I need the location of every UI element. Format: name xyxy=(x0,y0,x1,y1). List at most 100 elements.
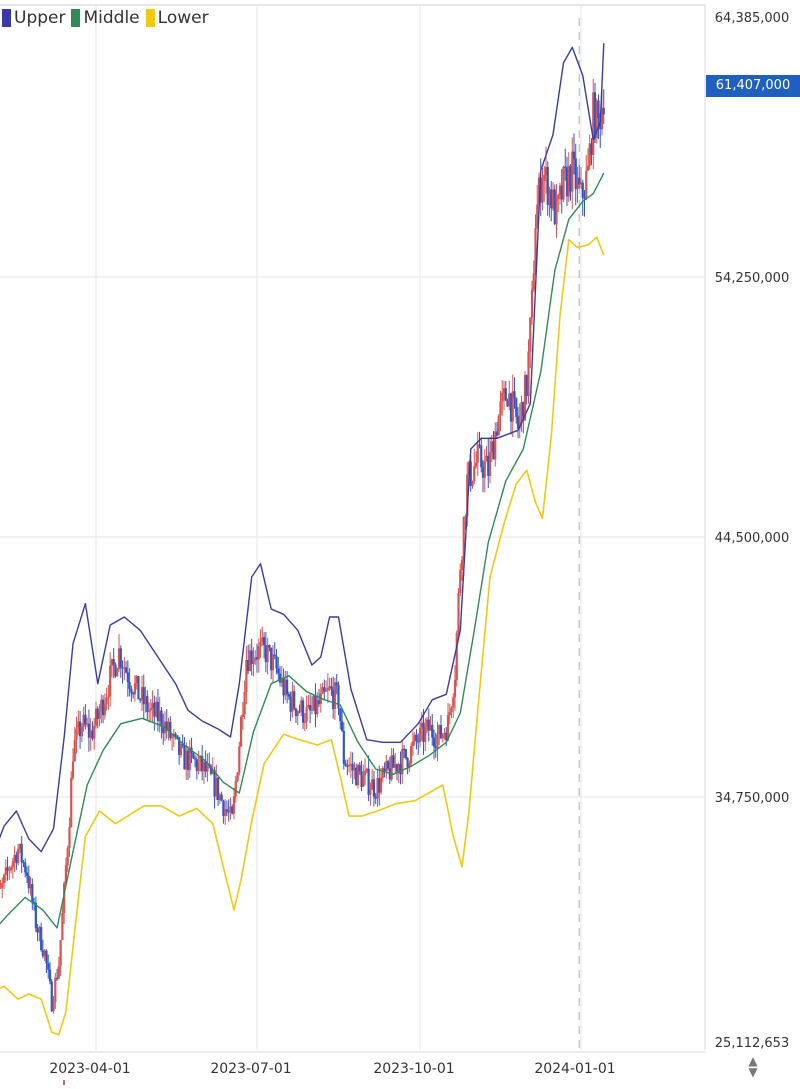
candle-body xyxy=(271,654,275,671)
candle-body xyxy=(418,727,422,743)
candle-body xyxy=(536,204,539,229)
candle-body xyxy=(9,867,13,870)
candle-body xyxy=(452,697,455,708)
candle-body xyxy=(560,185,563,200)
candle-body xyxy=(546,167,549,206)
candle-body xyxy=(592,92,595,155)
candle-body xyxy=(293,691,296,709)
candle-body xyxy=(278,673,282,683)
legend-item-lower[interactable]: Lower xyxy=(145,8,209,28)
candle-body xyxy=(487,455,490,476)
candle-body xyxy=(169,721,172,738)
candle-body xyxy=(248,650,252,671)
candle-body xyxy=(532,273,535,290)
candle-body xyxy=(332,689,335,710)
candle-body xyxy=(342,730,345,764)
candle-body xyxy=(262,637,266,646)
candle-body xyxy=(446,714,450,741)
candle-body xyxy=(316,700,319,715)
candle-body xyxy=(142,687,145,705)
candle-body xyxy=(155,701,158,717)
candle-body xyxy=(572,151,576,159)
candle-body xyxy=(215,777,218,797)
candle-body xyxy=(64,865,68,884)
candle-body xyxy=(590,143,593,155)
candle-body xyxy=(581,182,584,198)
candle-body xyxy=(339,708,342,722)
candle-body xyxy=(34,902,37,929)
candle-body xyxy=(307,705,310,707)
candle-body xyxy=(530,289,534,318)
candle-body xyxy=(250,650,253,664)
candle-body xyxy=(241,714,244,717)
candle-body xyxy=(252,660,255,664)
candle-body xyxy=(455,632,458,680)
candle-body xyxy=(516,416,520,429)
candle-body xyxy=(124,667,128,673)
candle-body xyxy=(4,867,7,876)
x-tick-label: 2023-07-01 xyxy=(210,1061,291,1077)
candle-body xyxy=(360,771,363,787)
candle-body xyxy=(149,708,152,711)
candle-body xyxy=(303,721,306,723)
candle-body xyxy=(379,777,383,793)
candle-body xyxy=(179,744,183,755)
candle-body xyxy=(266,645,269,663)
candle-body xyxy=(193,758,197,760)
candle-body xyxy=(600,107,604,130)
candle-body xyxy=(209,765,213,774)
candle-body xyxy=(77,721,80,729)
candle-body xyxy=(259,641,262,647)
candle-body xyxy=(436,734,439,749)
scroll-arrows-icon[interactable]: ▲ ▼ xyxy=(748,1054,758,1079)
candle-body xyxy=(238,746,241,773)
y-tick-label: 25,112,653 xyxy=(715,1036,789,1051)
candle-body xyxy=(101,699,105,716)
candle-body xyxy=(420,722,423,728)
legend-item-middle[interactable]: Middle xyxy=(71,8,140,28)
candle-body xyxy=(160,710,163,727)
candle-body xyxy=(483,461,486,478)
candle-body xyxy=(397,764,400,772)
candle-body xyxy=(434,746,437,749)
candle-body xyxy=(515,398,518,417)
candle-body xyxy=(312,695,315,710)
candle-body xyxy=(73,739,76,762)
candle-body xyxy=(527,351,530,396)
candle-body xyxy=(45,950,48,964)
legend: Upper Middle Lower xyxy=(2,8,209,28)
candle-body xyxy=(103,704,106,716)
candle-body xyxy=(495,431,499,436)
candle-body xyxy=(119,648,122,668)
candle-body xyxy=(529,317,532,352)
candle-body xyxy=(78,721,82,737)
candle-body xyxy=(178,737,181,755)
candle-body xyxy=(346,765,349,767)
candle-body xyxy=(585,170,588,199)
candle-body xyxy=(544,167,548,175)
upper-swatch-icon xyxy=(2,9,11,27)
candle-body xyxy=(525,375,528,396)
candle-body xyxy=(408,763,411,768)
candle-body xyxy=(96,708,99,719)
y-tick-label: 54,250,000 xyxy=(715,271,789,286)
candle-body xyxy=(130,688,133,693)
y-tick-label: 34,750,000 xyxy=(715,791,789,806)
candle-body xyxy=(128,682,131,689)
candle-body xyxy=(476,444,479,463)
candle-body xyxy=(402,748,406,751)
candle-body xyxy=(576,177,579,190)
candle-body xyxy=(541,181,544,203)
candle-body xyxy=(473,466,476,482)
candle-body xyxy=(508,393,511,407)
candle-body xyxy=(75,728,78,740)
legend-item-upper[interactable]: Upper xyxy=(2,8,65,28)
candle-body xyxy=(234,781,237,797)
candle-body xyxy=(13,854,16,862)
candle-body xyxy=(204,761,207,772)
candle-body xyxy=(335,682,338,686)
candle-body xyxy=(183,745,186,770)
